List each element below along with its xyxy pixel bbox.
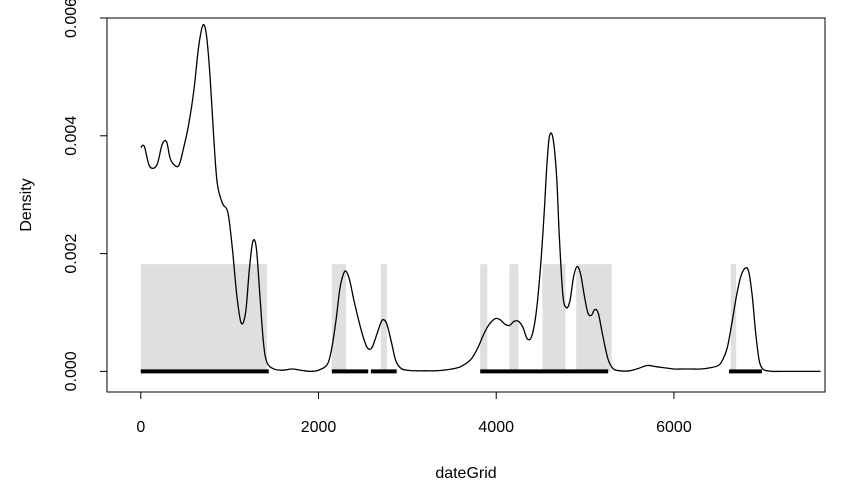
y-tick-label-3: 0.006 <box>63 0 80 38</box>
hpd-band-3 <box>480 264 488 372</box>
hpd-band-2 <box>380 264 387 372</box>
x-tick-label-1: 2000 <box>301 419 337 436</box>
hpd-bands-layer <box>140 264 737 372</box>
hpd-band-5 <box>542 264 566 372</box>
y-tick-label-2: 0.004 <box>63 116 80 156</box>
x-tick-label-2: 4000 <box>478 419 514 436</box>
density-series-layer <box>140 23 821 373</box>
x-tick-label-0: 0 <box>136 419 145 436</box>
x-axis-label: dateGrid <box>435 465 496 482</box>
hpd-band-1 <box>331 264 347 372</box>
hpd-band-7 <box>730 264 737 372</box>
y-axis-label: Density <box>18 178 35 231</box>
x-axis: 0 2000 4000 6000 <box>136 391 692 436</box>
hpd-band-0 <box>140 264 267 372</box>
density-line-0 <box>140 23 821 373</box>
y-tick-label-0: 0.000 <box>63 351 80 391</box>
x-tick-label-3: 6000 <box>656 419 692 436</box>
y-axis: 0.000 0.002 0.004 0.006 <box>63 0 108 391</box>
hpd-band-4 <box>509 264 519 372</box>
y-tick-label-1: 0.002 <box>63 233 80 273</box>
